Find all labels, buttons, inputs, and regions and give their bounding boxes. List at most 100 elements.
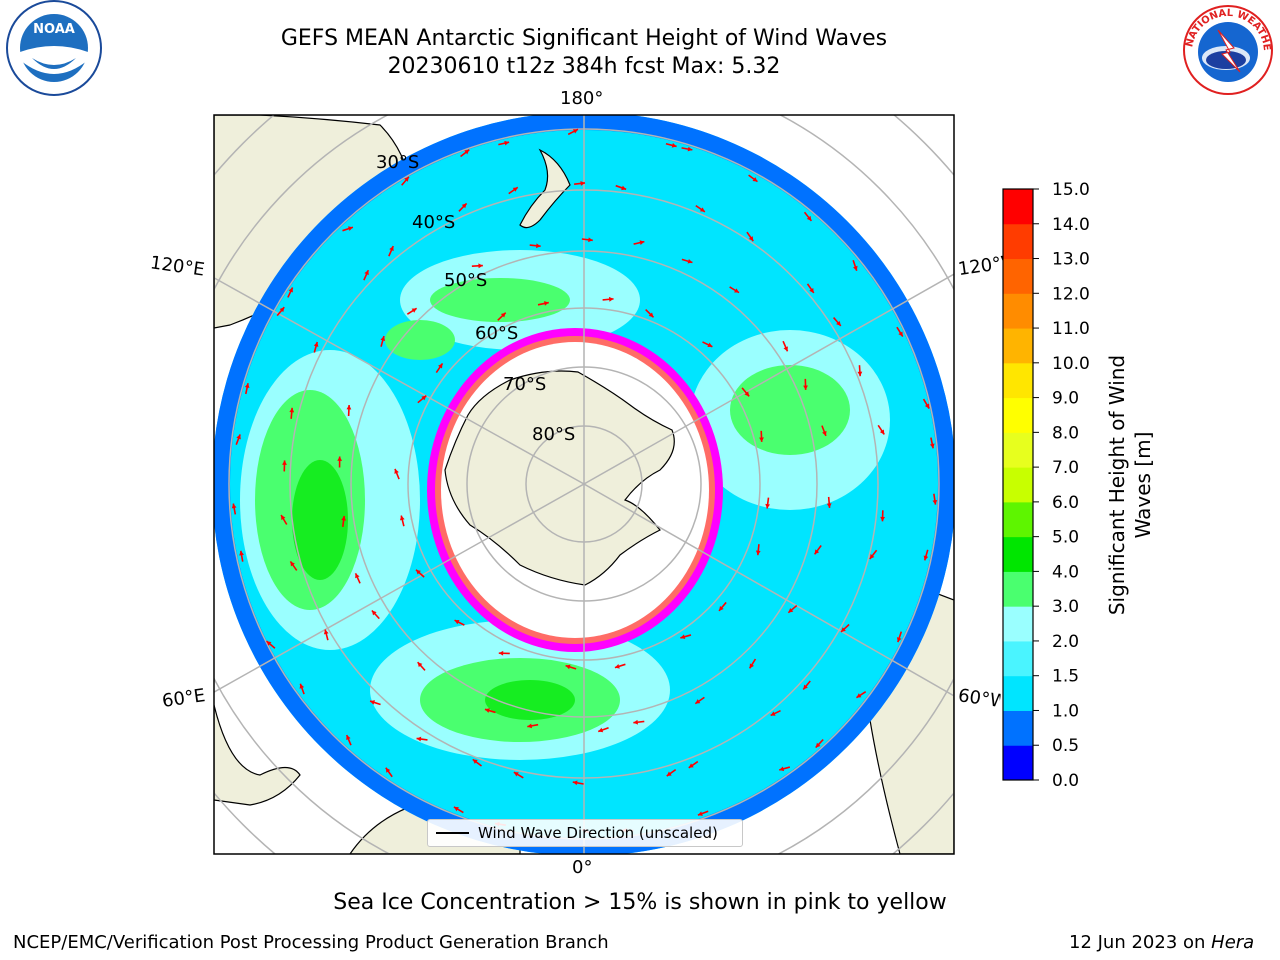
wave-arrow-head xyxy=(633,719,638,725)
colorbar-tick-label: 15.0 xyxy=(1052,180,1090,200)
colorbar-tick-label: 3.0 xyxy=(1052,597,1079,617)
colorbar-tick-label: 7.0 xyxy=(1052,458,1079,478)
wave-arrow-head xyxy=(484,708,490,713)
wave-arrow-head xyxy=(504,140,510,146)
colorbar-tick-label: 9.0 xyxy=(1052,389,1079,409)
wave-arrow-head xyxy=(461,203,467,209)
map-legend: Wind Wave Direction (unscaled) xyxy=(427,819,743,847)
colorbar-swatch xyxy=(1003,640,1033,677)
colorbar-swatch xyxy=(1003,397,1033,433)
colorbar-tick-label: 12.0 xyxy=(1052,284,1090,304)
wave-arrow-head xyxy=(464,149,470,155)
colorbar-tick-label: 0.5 xyxy=(1052,736,1079,756)
lat-label-70s: 70°S xyxy=(503,374,547,395)
wave-arrow-head xyxy=(929,443,935,449)
wave-arrow-head xyxy=(752,177,758,182)
wave-arrow-head xyxy=(289,407,295,413)
wave-arrow-head xyxy=(290,561,295,567)
wave-arrow-head xyxy=(765,503,771,509)
colorbar-tick-label: 2.0 xyxy=(1052,632,1079,652)
legend-label: Wind Wave Direction (unscaled) xyxy=(478,824,718,842)
wave-arrow-head xyxy=(565,664,571,670)
wave-arrow-head xyxy=(806,215,812,221)
wave-arrow-head xyxy=(341,515,347,521)
wave-arrow-head xyxy=(288,287,293,293)
wave-arrow-head xyxy=(879,429,885,435)
colorbar-swatch xyxy=(1003,467,1033,503)
wave-arrow-head xyxy=(348,226,353,231)
wave-arrow-head xyxy=(399,515,405,521)
wave-arrow-head xyxy=(236,434,241,440)
sea-ice-note: Sea Ice Concentration > 15% is shown in … xyxy=(333,890,947,915)
lat-label-50s: 50°S xyxy=(444,270,488,291)
colorbar-swatch xyxy=(1003,710,1033,746)
wave-arrow-head xyxy=(608,296,614,302)
wave-arrow-head xyxy=(896,637,902,643)
wind-wave-arrows xyxy=(231,128,938,835)
colorbar-swatch xyxy=(1003,536,1033,572)
wave-arrow-head xyxy=(923,555,929,561)
legend-line xyxy=(436,832,469,834)
wave-arrow-head xyxy=(614,664,620,669)
wave-arrow-head xyxy=(687,146,693,152)
wave-arrow-head xyxy=(932,499,938,505)
colorbar-swatch xyxy=(1003,432,1033,468)
wave-arrow-head xyxy=(244,383,250,389)
graticule xyxy=(214,115,954,854)
colorbar-tick-label: 14.0 xyxy=(1052,215,1090,235)
wave-arrow-head xyxy=(815,742,821,748)
colorbar-swatch xyxy=(1003,675,1033,711)
wave-arrow-head xyxy=(803,385,808,390)
wave-arrow-head xyxy=(500,312,506,318)
wave-arrow-head xyxy=(282,460,287,465)
run-date: 12 Jun 2023 on Hera xyxy=(1069,932,1254,953)
colorbar-swatch xyxy=(1003,606,1033,642)
lon-label-180: 180° xyxy=(560,88,604,109)
wave-arrow-head xyxy=(748,236,754,242)
wave-arrow-head xyxy=(648,312,654,318)
wave-arrow-head xyxy=(803,684,808,690)
colorbar-tick-label: 10.0 xyxy=(1052,354,1090,374)
wave-arrow-head xyxy=(841,627,846,632)
colorbar-label-line2: Waves [m] xyxy=(1131,432,1155,539)
wave-arrow-head xyxy=(688,763,694,768)
lon-label-0: 0° xyxy=(572,857,593,878)
colorbar-swatch xyxy=(1003,571,1033,607)
wave-arrow-head xyxy=(411,308,417,313)
colorbar-swatch xyxy=(1003,362,1033,399)
wave-arrow-head xyxy=(783,346,788,352)
wave-arrow-head xyxy=(404,176,409,182)
wave-arrow-head xyxy=(680,634,686,640)
wave-arrow-head xyxy=(416,736,422,742)
wave-arrow-head xyxy=(898,331,903,337)
map-frame xyxy=(213,114,955,855)
wave-arrow-head xyxy=(364,270,369,276)
wave-arrow-head xyxy=(809,287,814,293)
wave-arrow-head xyxy=(389,246,394,252)
wave-arrow-head xyxy=(394,468,399,474)
wave-arrow-head xyxy=(415,569,421,575)
wave-arrow-head xyxy=(744,391,750,397)
wave-arrow-head xyxy=(323,629,329,635)
wave-arrow-head xyxy=(856,693,862,698)
wave-arrow-head xyxy=(755,550,761,556)
wave-arrow-head xyxy=(371,610,377,616)
wave-arrow-head xyxy=(822,430,827,436)
wave-arrow-head xyxy=(695,699,701,704)
colorbar-tick-label: 1.0 xyxy=(1052,701,1079,721)
wave-arrow-head xyxy=(699,207,705,212)
colorbar-swatch xyxy=(1003,745,1033,781)
wave-arrow-head xyxy=(687,258,693,264)
wave-arrow-head xyxy=(380,336,386,341)
wave-arrow-head xyxy=(707,342,713,347)
wave-arrow-head xyxy=(788,608,794,613)
wave-arrow-head xyxy=(671,143,677,148)
colorbar-tick-label: 1.5 xyxy=(1052,667,1079,687)
lat-label-40s: 40°S xyxy=(412,212,456,233)
wave-arrow-head xyxy=(621,185,627,191)
wave-arrow-head xyxy=(313,341,319,347)
wave-arrow-head xyxy=(478,263,483,269)
wave-arrow-head xyxy=(826,503,832,508)
colorbar-label-line1: Significant Height of Wind xyxy=(1105,355,1129,615)
colorbar-tick-label: 0.0 xyxy=(1052,771,1079,791)
